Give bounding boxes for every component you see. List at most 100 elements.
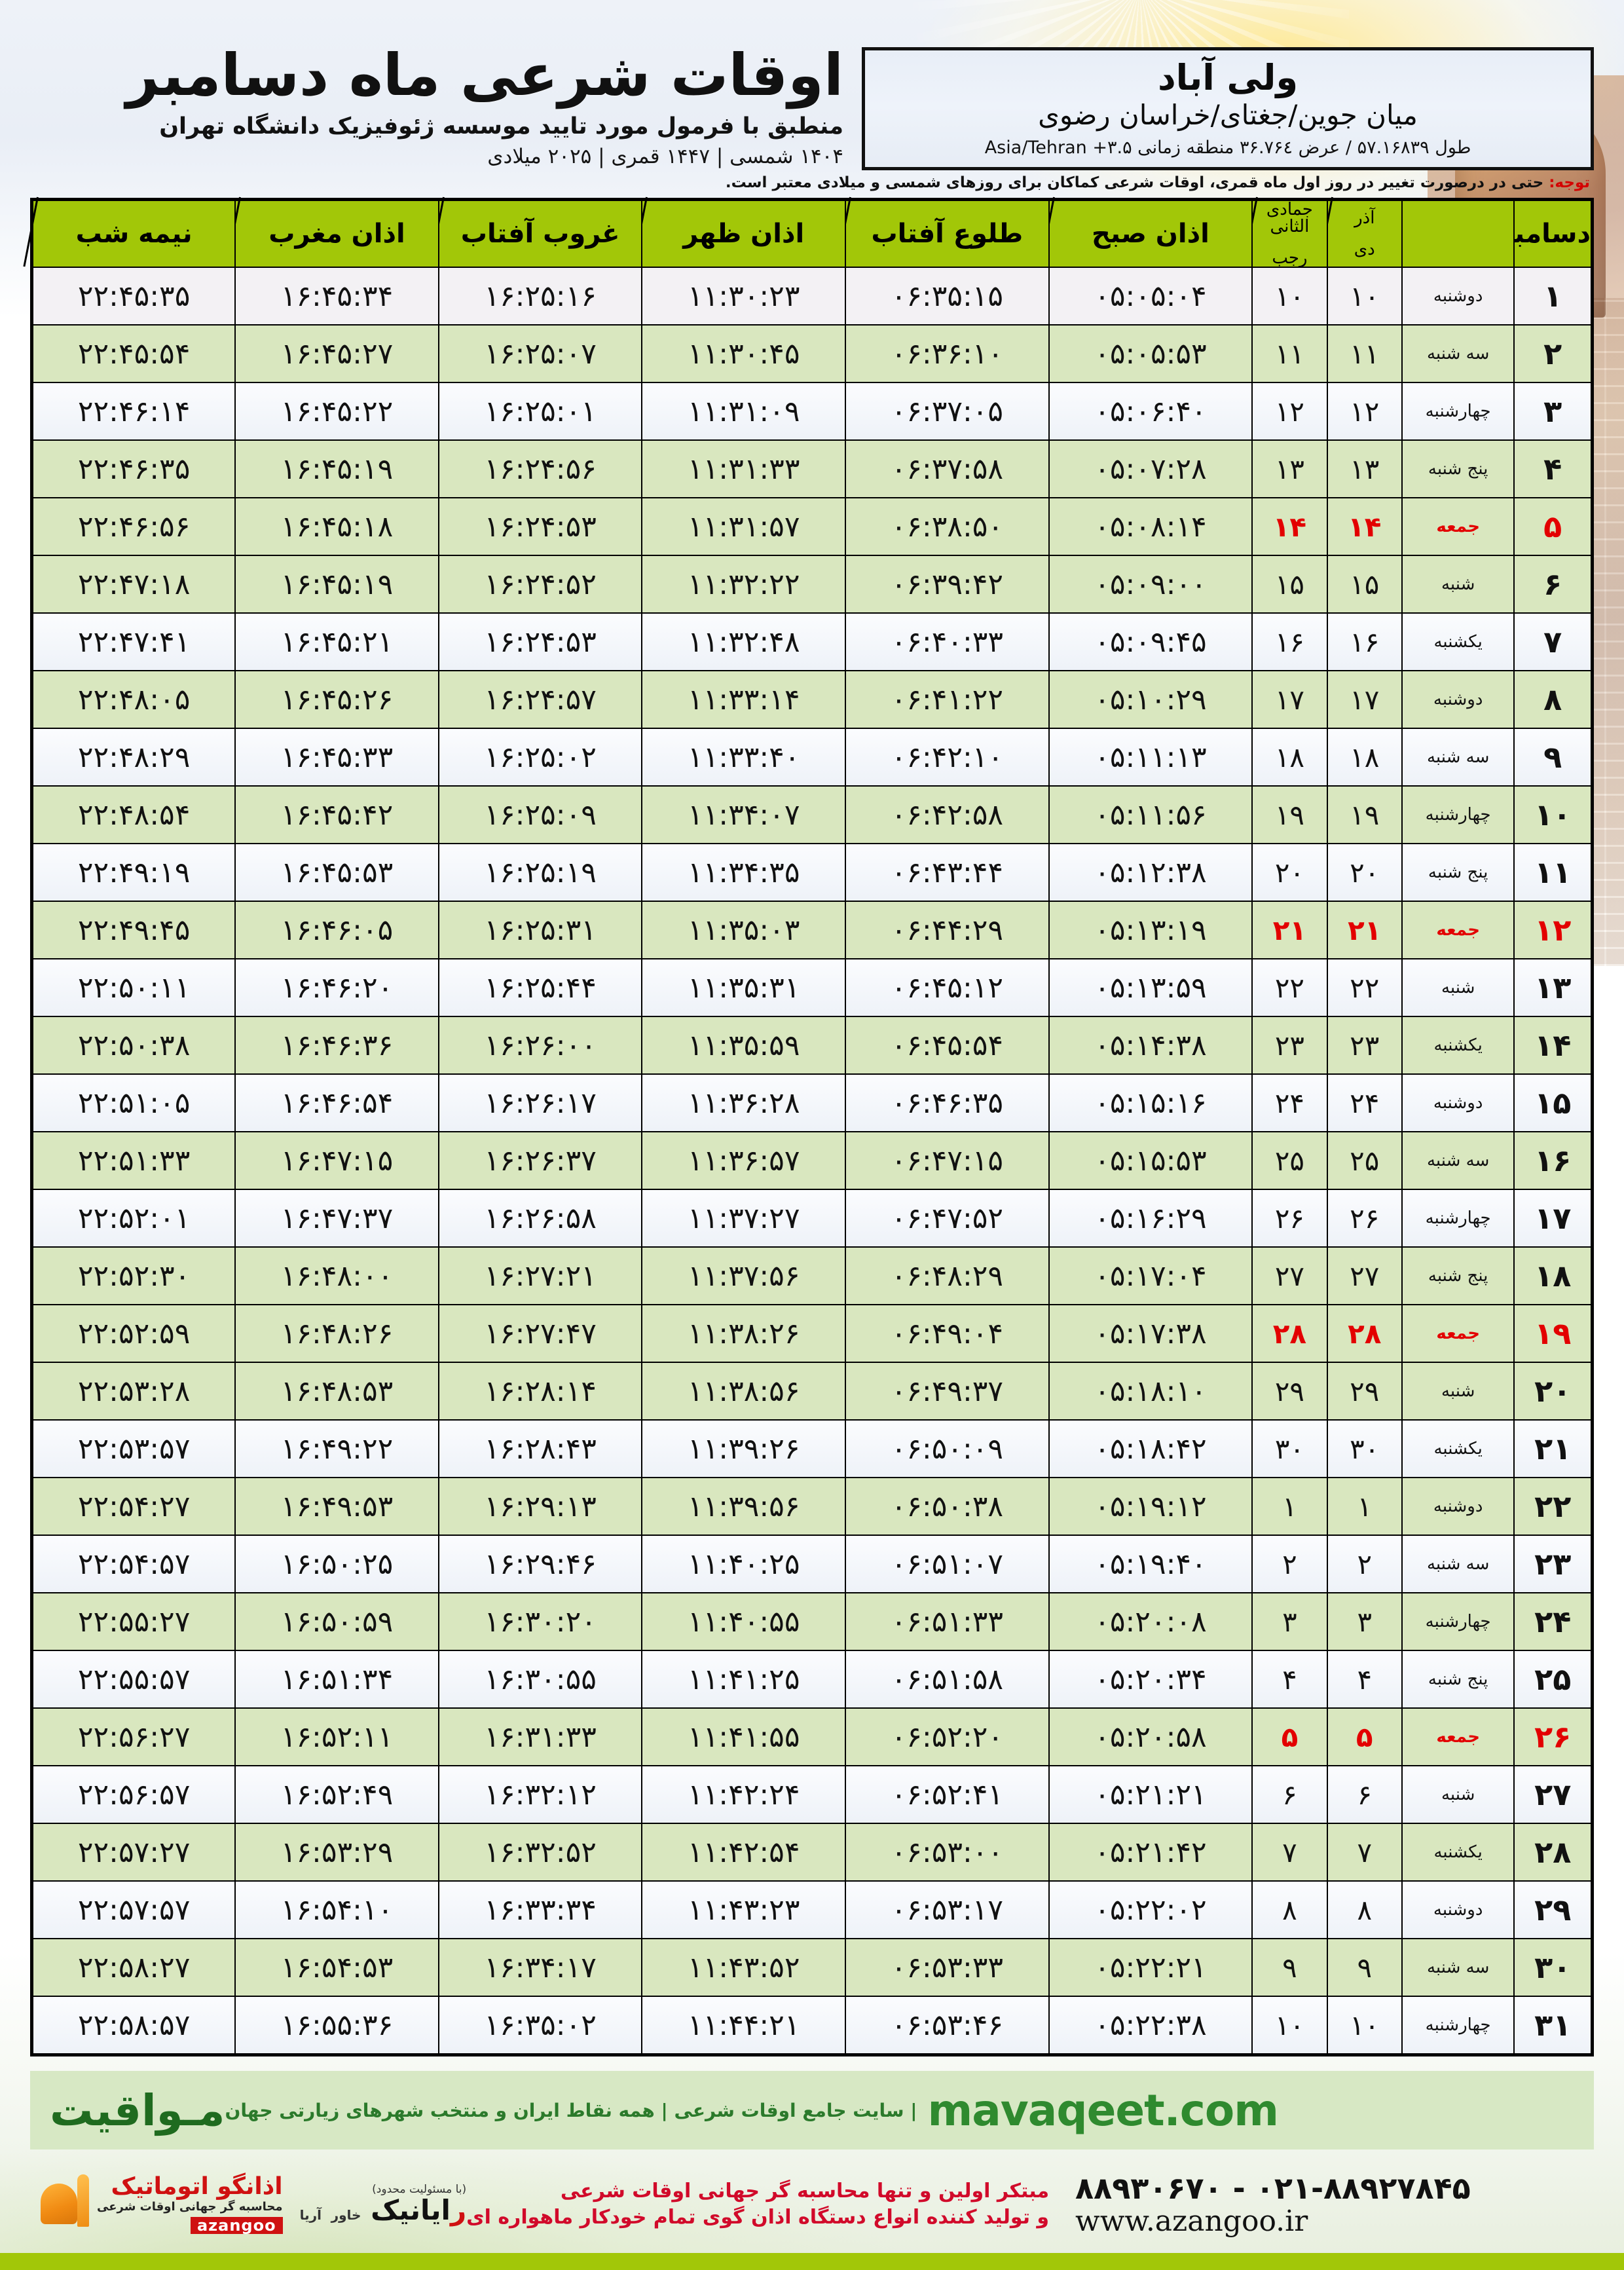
- table-row: ۲۱ یکشنبه ۳۰ ۳۰ ۰۵:۱۸:۴۲ ۰۶:۵۰:۰۹ ۱۱:۳۹:۲۶ ۱۶:۲…: [31, 1419, 1593, 1478]
- cell-sunrise: ۰۶:۴۹:۳۷: [845, 1362, 1050, 1421]
- cell-hijri: ۲۴: [1251, 1073, 1328, 1132]
- cell-day: ۲۰: [1513, 1362, 1593, 1421]
- footer-contact: ۰۲۱-۸۸۹۲۷۸۴۵ - ۸۸۹۳۰۶۷۰ www.azangoo.ir: [1075, 2171, 1471, 2239]
- cell-fajr: ۰۵:۰۹:۴۵: [1048, 612, 1253, 671]
- cell-shamsi: ۲۸: [1326, 1304, 1403, 1363]
- azangoo-logo-en: azangoo: [190, 2217, 283, 2234]
- note-text: حتی در درصورت تغییر در روز اول ماه قمری،…: [725, 174, 1549, 191]
- cell-dhuhr: ۱۱:۳۷:۲۷: [641, 1189, 847, 1248]
- cell-day: ۶: [1513, 555, 1593, 614]
- cell-midnight: ۲۲:۵۲:۰۱: [31, 1189, 236, 1248]
- table-row: ۱۰ چهارشنبه ۱۹ ۱۹ ۰۵:۱۱:۵۶ ۰۶:۴۲:۵۸ ۱۱:۳۴:۰۷ ۱۶…: [31, 785, 1593, 844]
- cell-dhuhr: ۱۱:۳۴:۰۷: [641, 785, 847, 844]
- cell-midnight: ۲۲:۵۸:۵۷: [31, 1996, 236, 2056]
- col-header-weekday: [1401, 198, 1515, 268]
- cell-maghrib: ۱۶:۵۲:۱۱: [234, 1707, 439, 1766]
- cell-day: ۱۰: [1513, 785, 1593, 844]
- table-row: ۳۱ چهارشنبه ۱۰ ۱۰ ۰۵:۲۲:۳۸ ۰۶:۵۳:۴۶ ۱۱:۴۴:۲۱ ۱۶…: [31, 1996, 1593, 2056]
- cell-shamsi: ۱۳: [1326, 439, 1403, 498]
- footer-slogan: مبتکر اولین و تنها محاسبه گر جهانی اوقات…: [466, 2178, 1049, 2231]
- col-header-fajr-label: اذان صبح: [1092, 219, 1209, 249]
- cell-sunrise: ۰۶:۴۲:۵۸: [845, 785, 1050, 844]
- cell-midnight: ۲۲:۵۱:۰۵: [31, 1073, 236, 1132]
- cell-midnight: ۲۲:۴۸:۵۴: [31, 785, 236, 844]
- cell-dhuhr: ۱۱:۳۵:۰۳: [641, 901, 847, 959]
- prayer-times-table-wrapper: دسامبر آذر دی جمادی الثانی رجب اذان صبح …: [0, 198, 1624, 2056]
- table-row: ۴ پنج شنبه ۱۳ ۱۳ ۰۵:۰۷:۲۸ ۰۶:۳۷:۵۸ ۱۱:۳۱:۳۳ ۱۶:…: [31, 439, 1593, 498]
- cell-shamsi: ۲۱: [1326, 901, 1403, 959]
- cell-sunset: ۱۶:۲۸:۱۴: [437, 1362, 643, 1421]
- table-row: ۶ شنبه ۱۵ ۱۵ ۰۵:۰۹:۰۰ ۰۶:۳۹:۴۲ ۱۱:۳۲:۲۲ ۱۶:۲۴:۵…: [31, 555, 1593, 614]
- cell-midnight: ۲۲:۵۴:۵۷: [31, 1535, 236, 1593]
- cell-maghrib: ۱۶:۴۵:۱۸: [234, 497, 439, 556]
- cell-sunrise: ۰۶:۴۵:۵۴: [845, 1016, 1050, 1075]
- azangoo-logo-sub: محاسبه گر جهانی اوقات شرعی: [97, 2200, 283, 2214]
- cell-weekday: سه شنبه: [1401, 1535, 1515, 1593]
- footer-site-link[interactable]: mavaqeet.com: [927, 2085, 1278, 2136]
- rayanik-main: رایانیک خاور آریا: [300, 2193, 467, 2226]
- table-row: ۸ دوشنبه ۱۷ ۱۷ ۰۵:۱۰:۲۹ ۰۶:۴۱:۲۲ ۱۱:۳۳:۱۴ ۱۶:۲۴…: [31, 670, 1593, 729]
- cell-weekday: پنج شنبه: [1401, 439, 1515, 498]
- col-header-shamsi-top: آذر: [1354, 208, 1375, 228]
- cell-shamsi: ۲۵: [1326, 1131, 1403, 1190]
- cell-sunrise: ۰۶:۴۶:۳۵: [845, 1073, 1050, 1132]
- cell-sunset: ۱۶:۳۲:۱۲: [437, 1765, 643, 1824]
- cell-sunset: ۱۶:۲۶:۱۷: [437, 1073, 643, 1132]
- col-header-midnight-label: نیمه شب: [75, 219, 193, 249]
- cell-dhuhr: ۱۱:۳۱:۰۹: [641, 382, 847, 441]
- cell-fajr: ۰۵:۰۵:۰۴: [1048, 267, 1253, 326]
- cell-weekday: سه شنبه: [1401, 728, 1515, 787]
- footer-slogan-line2: و تولید کننده انواع دستگاه اذان گوی تمام…: [466, 2206, 1050, 2229]
- cell-fajr: ۰۵:۲۰:۵۸: [1048, 1707, 1253, 1766]
- table-row: ۱۴ یکشنبه ۲۳ ۲۳ ۰۵:۱۴:۳۸ ۰۶:۴۵:۵۴ ۱۱:۳۵:۵۹ ۱۶:۲…: [31, 1016, 1593, 1075]
- cell-midnight: ۲۲:۴۵:۵۴: [31, 324, 236, 383]
- cell-fajr: ۰۵:۱۵:۱۶: [1048, 1073, 1253, 1132]
- cell-sunset: ۱۶:۲۹:۱۳: [437, 1477, 643, 1536]
- cell-weekday: دوشنبه: [1401, 1073, 1515, 1132]
- cell-midnight: ۲۲:۵۸:۲۷: [31, 1938, 236, 1997]
- cell-day: ۲۷: [1513, 1765, 1593, 1824]
- cell-midnight: ۲۲:۵۷:۵۷: [31, 1880, 236, 1939]
- cell-shamsi: ۳: [1326, 1592, 1403, 1651]
- rayanik-side2: خاور: [331, 2206, 361, 2223]
- cell-midnight: ۲۲:۴۸:۲۹: [31, 728, 236, 787]
- cell-fajr: ۰۵:۱۶:۲۹: [1048, 1189, 1253, 1248]
- cell-maghrib: ۱۶:۴۶:۵۴: [234, 1073, 439, 1132]
- cell-hijri: ۳: [1251, 1592, 1328, 1651]
- cell-dhuhr: ۱۱:۴۴:۲۱: [641, 1996, 847, 2056]
- col-header-midnight: نیمه شب: [31, 198, 236, 268]
- footer-website[interactable]: www.azangoo.ir: [1075, 2205, 1308, 2239]
- cell-day: ۲۸: [1513, 1823, 1593, 1882]
- cell-sunrise: ۰۶:۴۷:۱۵: [845, 1131, 1050, 1190]
- cell-fajr: ۰۵:۰۷:۲۸: [1048, 439, 1253, 498]
- cell-maghrib: ۱۶:۵۲:۴۹: [234, 1765, 439, 1824]
- cell-sunset: ۱۶:۲۴:۵۳: [437, 612, 643, 671]
- cell-fajr: ۰۵:۱۷:۳۸: [1048, 1304, 1253, 1363]
- rayanik-r-letter: ر: [450, 2193, 467, 2226]
- cell-midnight: ۲۲:۴۶:۵۶: [31, 497, 236, 556]
- footer-slogan-line1: مبتکر اولین و تنها محاسبه گر جهانی اوقات…: [560, 2179, 1050, 2203]
- cell-day: ۸: [1513, 670, 1593, 729]
- cell-maghrib: ۱۶:۴۶:۲۰: [234, 958, 439, 1017]
- cell-dhuhr: ۱۱:۴۱:۵۵: [641, 1707, 847, 1766]
- cell-weekday: سه شنبه: [1401, 1131, 1515, 1190]
- cell-shamsi: ۲۷: [1326, 1246, 1403, 1305]
- cell-sunset: ۱۶:۳۵:۰۲: [437, 1996, 643, 2056]
- cell-fajr: ۰۵:۱۳:۵۹: [1048, 958, 1253, 1017]
- cell-dhuhr: ۱۱:۳۳:۱۴: [641, 670, 847, 729]
- header-slash-icon: [439, 201, 456, 267]
- table-row: ۱۹ جمعه ۲۸ ۲۸ ۰۵:۱۷:۳۸ ۰۶:۴۹:۰۴ ۱۱:۳۸:۲۶ ۱۶:۲۷:…: [31, 1304, 1593, 1363]
- cell-weekday: شنبه: [1401, 1362, 1515, 1421]
- cell-hijri: ۱: [1251, 1477, 1328, 1536]
- cell-weekday: دوشنبه: [1401, 267, 1515, 326]
- cell-sunset: ۱۶:۲۴:۵۶: [437, 439, 643, 498]
- cell-maghrib: ۱۶:۴۵:۴۲: [234, 785, 439, 844]
- cell-hijri: ۲۸: [1251, 1304, 1328, 1363]
- cell-fajr: ۰۵:۱۰:۲۹: [1048, 670, 1253, 729]
- cell-hijri: ۱۲: [1251, 382, 1328, 441]
- cell-midnight: ۲۲:۵۳:۵۷: [31, 1419, 236, 1478]
- cell-maghrib: ۱۶:۴۶:۳۶: [234, 1016, 439, 1075]
- cell-sunset: ۱۶:۲۴:۵۲: [437, 555, 643, 614]
- cell-hijri: ۲۵: [1251, 1131, 1328, 1190]
- cell-day: ۳۰: [1513, 1938, 1593, 1997]
